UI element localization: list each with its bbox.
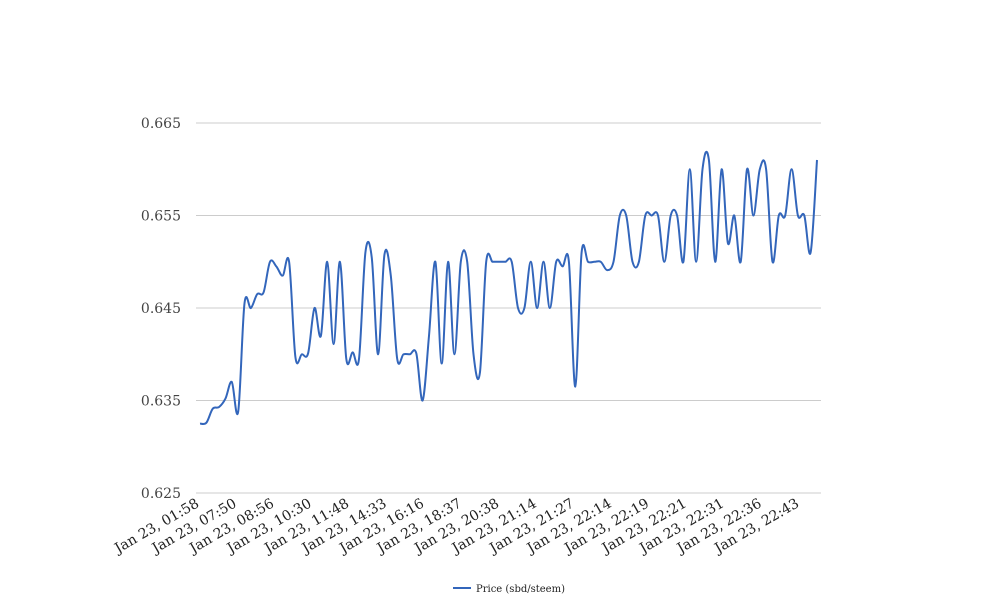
- y-tick-label: 0.645: [141, 301, 181, 317]
- y-tick-label: 0.665: [141, 116, 181, 132]
- series-line-price: [199, 150, 818, 426]
- legend: Price (sbd/steem): [453, 584, 565, 595]
- series-layer: [199, 150, 818, 426]
- y-tick-label: 0.635: [141, 394, 181, 410]
- gridlines: [196, 122, 821, 494]
- legend-label: Price (sbd/steem): [476, 584, 565, 595]
- y-tick-label: 0.655: [141, 209, 181, 225]
- y-tick-label: 0.625: [141, 486, 181, 502]
- y-axis-ticks: 0.625 0.635 0.645 0.655 0.665: [141, 116, 181, 502]
